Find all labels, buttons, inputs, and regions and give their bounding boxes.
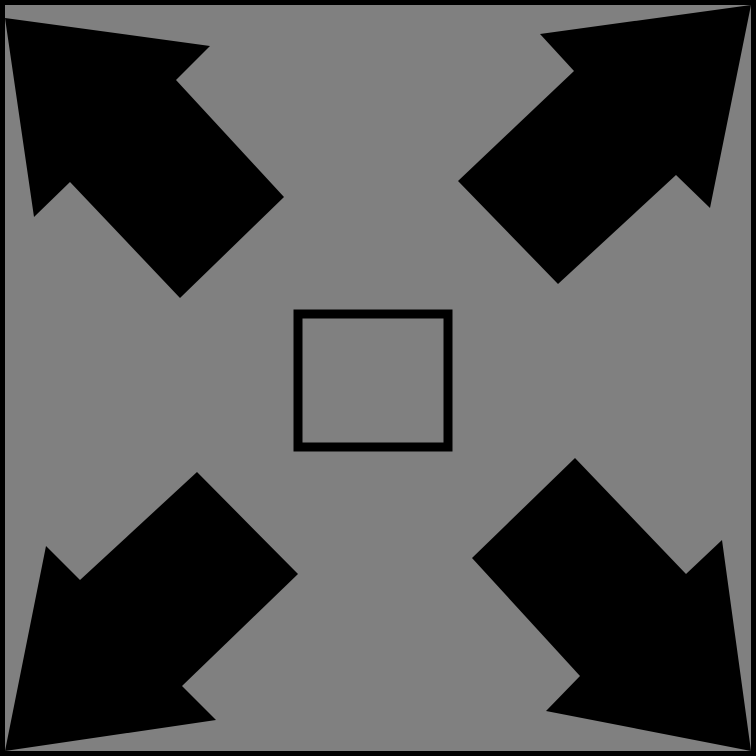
arrow-down-right-icon xyxy=(472,458,751,751)
arrow-down-left-icon xyxy=(5,472,298,751)
arrow-up-left-icon xyxy=(5,18,284,298)
arrow-up-right-icon xyxy=(458,5,751,284)
square-outline-icon xyxy=(293,309,453,452)
